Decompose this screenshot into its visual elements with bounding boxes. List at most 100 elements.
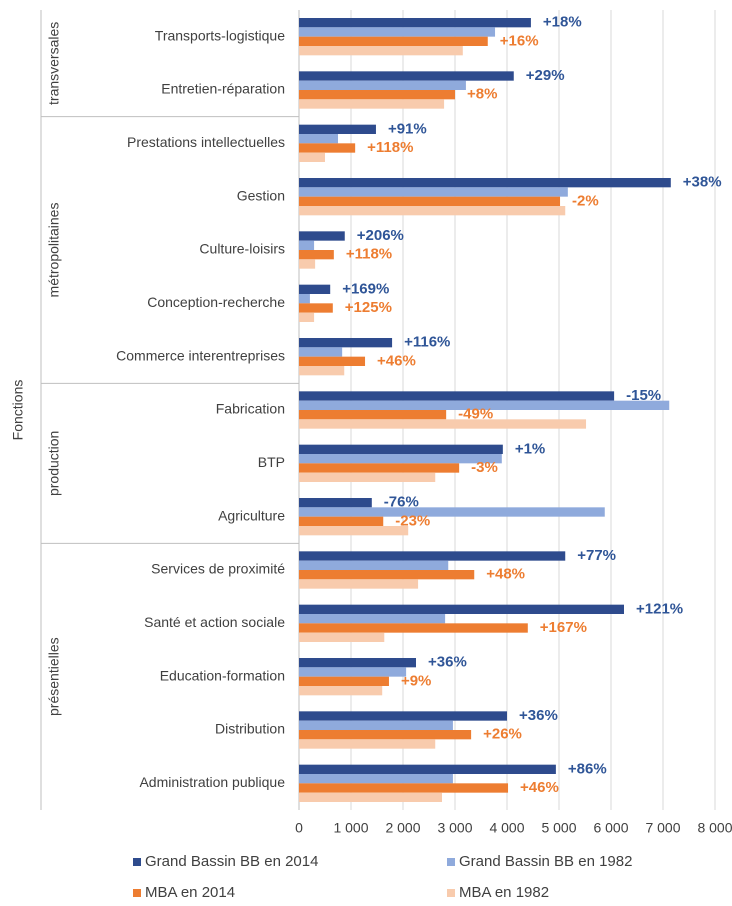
bar <box>299 231 345 241</box>
category-label: Services de proximité <box>151 561 285 577</box>
change-label: -76% <box>384 494 419 511</box>
change-label: -23% <box>395 512 430 529</box>
bar <box>299 686 383 696</box>
x-tick-label: 1 000 <box>333 820 368 836</box>
bar <box>299 516 384 526</box>
bar <box>299 206 566 216</box>
bar <box>299 196 561 206</box>
bar <box>299 27 496 37</box>
change-label: -15% <box>626 387 661 404</box>
bar <box>299 124 376 134</box>
x-tick-label: 2 000 <box>385 820 420 836</box>
change-label: +29% <box>526 67 565 84</box>
category-label: Distribution <box>215 721 285 737</box>
bar <box>299 303 333 313</box>
change-label: +77% <box>577 547 616 564</box>
bar <box>299 774 453 784</box>
bar <box>299 366 345 376</box>
bar <box>299 240 315 250</box>
bar <box>299 739 436 749</box>
bar <box>299 444 503 454</box>
category-label: Santé et action sociale <box>144 614 285 630</box>
bar <box>299 284 331 294</box>
bar <box>299 667 407 677</box>
change-label: +86% <box>568 760 607 777</box>
bar <box>299 46 463 56</box>
bar <box>299 347 343 357</box>
category-label: Gestion <box>237 187 285 203</box>
change-label: +36% <box>428 654 467 671</box>
change-label: +18% <box>543 14 582 31</box>
bar <box>299 658 416 668</box>
group-label: présentielles <box>46 637 62 716</box>
bar <box>299 604 624 614</box>
change-label: -2% <box>572 192 599 209</box>
bar <box>299 632 385 642</box>
bar <box>299 134 338 144</box>
legend-label: Grand Bassin BB en 1982 <box>459 853 632 870</box>
legend-label: Grand Bassin BB en 2014 <box>145 853 318 870</box>
category-label: Transports-logistique <box>155 27 285 43</box>
bar <box>299 560 449 570</box>
category-label: Conception-recherche <box>147 294 285 310</box>
bar <box>299 80 466 90</box>
bar <box>299 410 447 420</box>
x-tick-label: 0 <box>295 820 303 836</box>
bar <box>299 526 409 536</box>
bar <box>299 507 605 517</box>
category-label: Agriculture <box>218 507 285 523</box>
x-tick-label: 4 000 <box>489 820 524 836</box>
bar <box>299 720 453 730</box>
bar <box>299 391 615 401</box>
x-tick-label: 8 000 <box>697 820 732 836</box>
change-label: +167% <box>540 619 587 636</box>
bar <box>299 454 502 464</box>
group-label: transversales <box>46 22 62 105</box>
change-label: +118% <box>367 139 413 156</box>
change-label: +118% <box>346 246 392 263</box>
bar <box>299 711 507 721</box>
change-label: +91% <box>388 120 427 137</box>
bar <box>299 90 455 100</box>
axis-label: Fonctions <box>10 380 26 441</box>
change-label: +206% <box>357 227 404 244</box>
x-tick-label: 5 000 <box>541 820 576 836</box>
category-label: Fabrication <box>216 401 285 417</box>
bar <box>299 463 460 473</box>
bar <box>299 99 445 109</box>
bar <box>299 250 334 260</box>
bar <box>299 676 389 686</box>
change-label: -49% <box>458 406 493 423</box>
x-tick-label: 3 000 <box>437 820 472 836</box>
change-label: +46% <box>377 352 416 369</box>
category-label: Culture-loisirs <box>199 241 285 257</box>
legend-label: MBA en 2014 <box>145 884 235 901</box>
bar <box>299 356 366 366</box>
change-label: +9% <box>401 672 431 689</box>
change-label: +1% <box>515 440 545 457</box>
change-label: +48% <box>486 566 525 583</box>
bar <box>299 294 310 304</box>
change-label: +26% <box>483 726 522 743</box>
category-label: BTP <box>258 454 285 470</box>
bar <box>299 312 315 322</box>
legend-swatch <box>447 889 455 897</box>
category-label: Education-formation <box>160 667 285 683</box>
change-label: +125% <box>345 299 392 316</box>
bar <box>299 18 531 28</box>
bar <box>299 579 419 589</box>
bar <box>299 623 528 633</box>
bar <box>299 187 568 197</box>
bar <box>299 152 325 162</box>
bar <box>299 419 587 429</box>
bar <box>299 178 671 188</box>
legend-swatch <box>447 858 455 866</box>
bar <box>299 551 566 561</box>
change-label: +38% <box>683 174 722 191</box>
category-label: Entretien-réparation <box>161 81 285 97</box>
bar <box>299 730 472 740</box>
change-label: +46% <box>520 779 559 796</box>
change-label: +121% <box>636 600 683 617</box>
